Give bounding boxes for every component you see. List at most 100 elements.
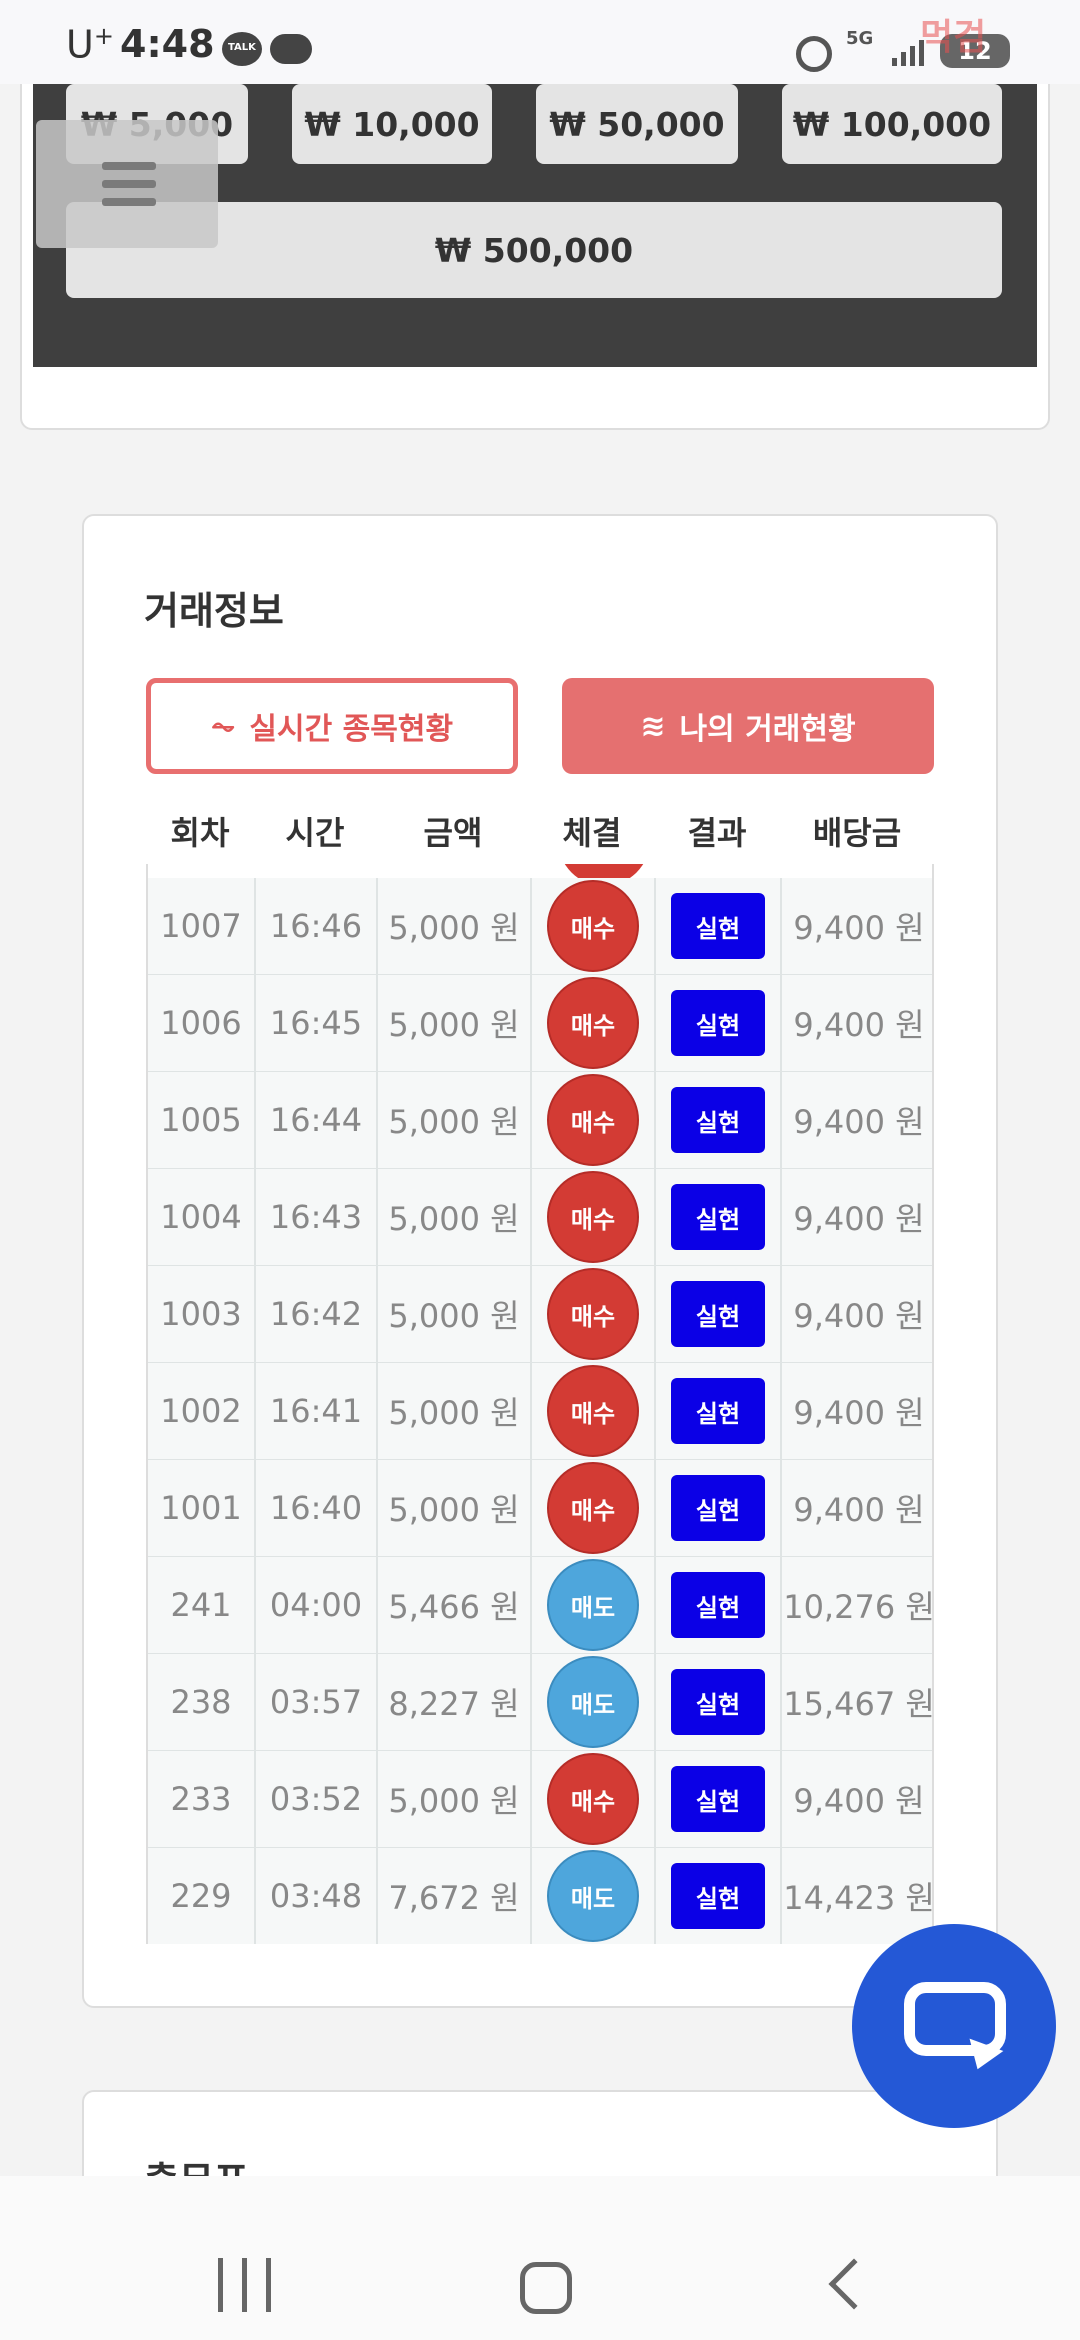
buy-badge: 매수: [547, 880, 639, 972]
round-cell: 1007: [148, 878, 256, 974]
round-cell: 1002: [148, 1363, 256, 1459]
execution-cell: 매수: [532, 1266, 656, 1362]
amount-cell: 5,000 원: [378, 1169, 532, 1265]
card-title: 거래정보: [144, 589, 284, 633]
header-result: 결과: [687, 814, 747, 852]
round-cell: 1005: [148, 1072, 256, 1168]
payout-cell: 15,467 원: [783, 1685, 934, 1723]
time-cell: 03:52: [256, 1751, 378, 1847]
amount-cell: 5,000 원: [378, 975, 532, 1071]
pulse-icon: ⏦: [210, 708, 236, 744]
time-cell: 16:46: [256, 878, 378, 974]
amount-button-50000[interactable]: ₩ 50,000: [536, 84, 738, 164]
result-cell: 실현: [656, 1460, 782, 1556]
time-cell: 16:40: [256, 1460, 378, 1556]
amount-cell: 5,000 원: [378, 1363, 532, 1459]
sell-badge: 매도: [547, 1850, 639, 1942]
amount-cell: 5,466 원: [378, 1557, 532, 1653]
buy-badge: 매수: [547, 1171, 639, 1263]
carrier-label: U+: [66, 22, 114, 67]
battery-icon: 12: [940, 34, 1010, 68]
amount-button-10000[interactable]: ₩ 10,000: [292, 84, 492, 164]
kakaotalk-icon: TALK: [222, 32, 262, 66]
sell-badge: 매도: [547, 1656, 639, 1748]
recents-icon[interactable]: [218, 2258, 274, 2312]
amount-cell: 5,000 원: [378, 1072, 532, 1168]
table-row: 238 03:57 8,227 원 매도 실현 15,467 원: [148, 1654, 934, 1752]
table-row: 1003 16:42 5,000 원 매수 실현 9,400 원: [148, 1266, 932, 1364]
table-row: 229 03:48 7,672 원 매도 실현 14,423 원: [148, 1848, 934, 1944]
result-badge: 실현: [671, 1378, 765, 1444]
execution-cell: 매도: [532, 1557, 656, 1653]
execution-cell: 매수: [532, 1751, 656, 1847]
result-cell: 실현: [656, 878, 782, 974]
network-type: 5G: [846, 28, 874, 49]
payout-cell: 9,400 원: [793, 909, 925, 947]
round-cell: 1004: [148, 1169, 256, 1265]
amount-button-100000[interactable]: ₩ 100,000: [782, 84, 1002, 164]
table-row: 1006 16:45 5,000 원 매수 실현 9,400 원: [148, 975, 932, 1073]
table-row: 233 03:52 5,000 원 매수 실현 9,400 원: [148, 1751, 932, 1849]
signal-icon: [892, 40, 924, 66]
amount-cell: 7,672 원: [378, 1848, 532, 1944]
result-cell: 실현: [656, 1169, 782, 1265]
clock: 4:48: [120, 22, 215, 66]
time-cell: 16:42: [256, 1266, 378, 1362]
result-cell: 실현: [656, 1654, 782, 1750]
result-badge: 실현: [671, 1184, 765, 1250]
result-cell: 실현: [656, 1751, 782, 1847]
header-amount: 금액: [423, 814, 483, 852]
buy-badge: 매수: [547, 1074, 639, 1166]
time-cell: 04:00: [256, 1557, 378, 1653]
table-row: 1001 16:40 5,000 원 매수 실현 9,400 원: [148, 1460, 932, 1558]
time-cell: 16:41: [256, 1363, 378, 1459]
execution-cell: 매수: [532, 975, 656, 1071]
chat-bubble-icon: [904, 1982, 1006, 2056]
payout-cell: 14,423 원: [783, 1879, 934, 1917]
table-row: 1005 16:44 5,000 원 매수 실현 9,400 원: [148, 1072, 932, 1170]
amount-cell: 5,000 원: [378, 1266, 532, 1362]
amount-button-500000[interactable]: ₩ 500,000: [66, 202, 1002, 298]
round-cell: 238: [148, 1654, 256, 1750]
result-badge: 실현: [671, 893, 765, 959]
result-cell: 실현: [656, 1557, 782, 1653]
result-cell: 실현: [656, 1848, 782, 1944]
cloud-icon: [270, 34, 312, 64]
buy-badge: 매수: [547, 1268, 639, 1360]
payout-cell: 9,400 원: [793, 1200, 925, 1238]
payout-cell: 9,400 원: [793, 1297, 925, 1335]
amount-cell: 5,000 원: [378, 878, 532, 974]
chat-button[interactable]: [852, 1924, 1056, 2128]
execution-cell: 매수: [532, 1460, 656, 1556]
result-cell: 실현: [656, 975, 782, 1071]
home-icon[interactable]: [520, 2262, 572, 2314]
time-cell: 16:43: [256, 1169, 378, 1265]
execution-cell: 매수: [532, 878, 656, 974]
round-cell: 241: [148, 1557, 256, 1653]
result-badge: 실현: [671, 1087, 765, 1153]
round-cell: 233: [148, 1751, 256, 1847]
header-payout: 배당금: [812, 814, 902, 852]
result-badge: 실현: [671, 1572, 765, 1638]
header-time: 시간: [285, 814, 345, 852]
tab-my-trades[interactable]: ≋ 나의 거래현황: [562, 678, 934, 774]
buy-badge: 매수: [547, 977, 639, 1069]
result-badge: 실현: [671, 1766, 765, 1832]
round-cell: 1001: [148, 1460, 256, 1556]
menu-icon[interactable]: [36, 120, 218, 248]
payout-cell: 9,400 원: [793, 1394, 925, 1432]
navigation-bar: [0, 2176, 1080, 2340]
result-cell: 실현: [656, 1363, 782, 1459]
buy-badge: 매수: [547, 1753, 639, 1845]
back-icon[interactable]: [828, 2258, 880, 2310]
tab-live-status[interactable]: ⏦ 실시간 종목현황: [146, 678, 518, 774]
execution-cell: 매도: [532, 1848, 656, 1944]
round-cell: 1003: [148, 1266, 256, 1362]
trade-table[interactable]: 1007 16:46 5,000 원 매수 실현 9,400 원 1006 16:45 5,00…: [146, 864, 934, 1944]
result-badge: 실현: [671, 1863, 765, 1929]
table-row: 1002 16:41 5,000 원 매수 실현 9,400 원: [148, 1363, 932, 1461]
time-cell: 16:44: [256, 1072, 378, 1168]
execution-cell: 매수: [532, 1363, 656, 1459]
tab-live-label: 실시간 종목현황: [249, 712, 454, 747]
